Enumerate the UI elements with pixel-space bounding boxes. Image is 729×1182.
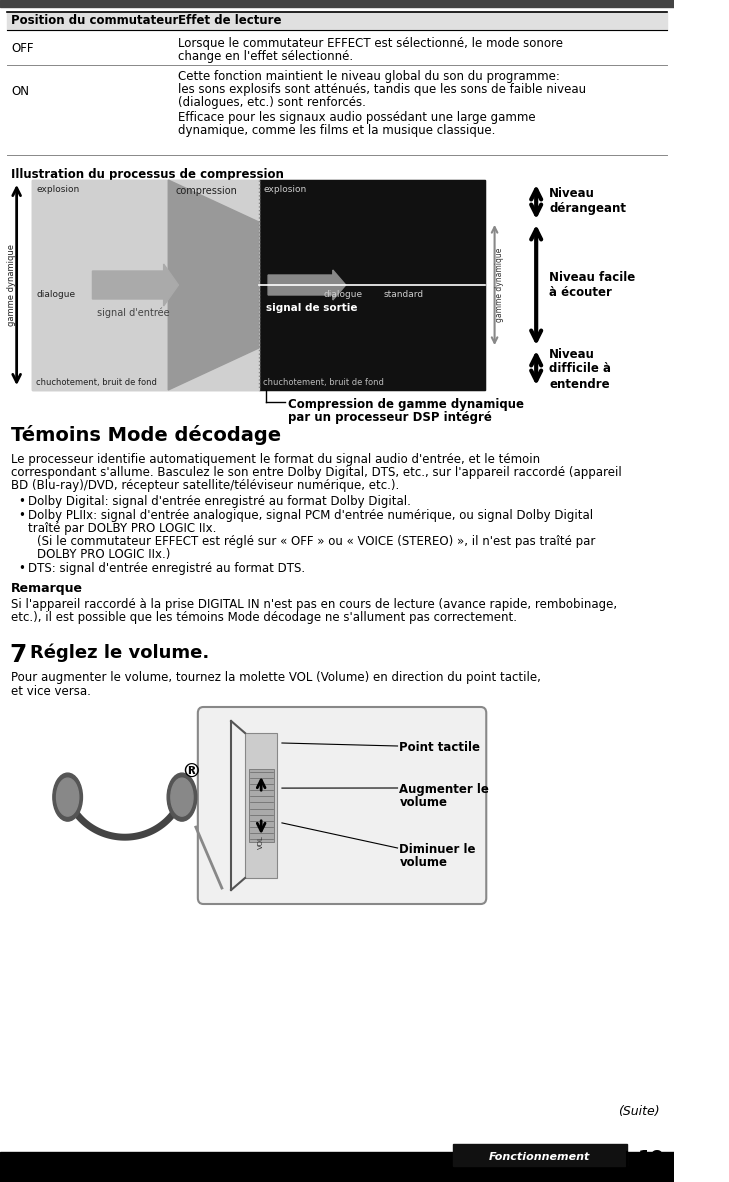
Text: Remarque: Remarque (11, 582, 83, 595)
Text: par un processeur DSP intégré: par un processeur DSP intégré (287, 411, 491, 424)
Text: correspondant s'allume. Basculez le son entre Dolby Digital, DTS, etc., sur l'ap: correspondant s'allume. Basculez le son … (11, 466, 622, 479)
Text: gamme dynamique: gamme dynamique (7, 243, 15, 326)
Text: FR: FR (656, 1152, 671, 1163)
Text: Point tactile: Point tactile (399, 741, 480, 754)
Text: Efficace pour les signaux audio possédant une large gamme: Efficace pour les signaux audio possédan… (179, 111, 536, 124)
Text: dialogue: dialogue (36, 290, 75, 299)
Text: Dolby Digital: signal d'entrée enregistré au format Dolby Digital.: Dolby Digital: signal d'entrée enregistr… (28, 495, 410, 508)
Bar (32, 180, 486, 390)
Text: Si l'appareil raccordé à la prise DIGITAL IN n'est pas en cours de lecture (avan: Si l'appareil raccordé à la prise DIGITA… (11, 598, 617, 611)
Text: •: • (18, 561, 26, 574)
Text: traîté par DOLBY PRO LOGIC IIx.: traîté par DOLBY PRO LOGIC IIx. (28, 522, 216, 535)
Text: standard: standard (383, 290, 424, 299)
Text: Niveau facile
à écouter: Niveau facile à écouter (549, 271, 636, 299)
Text: •: • (18, 495, 26, 508)
Text: Réglez le volume.: Réglez le volume. (30, 644, 208, 662)
Text: volume: volume (399, 795, 448, 808)
Ellipse shape (167, 773, 197, 821)
Bar (453, 1144, 627, 1165)
Text: Niveau
dérangeant: Niveau dérangeant (549, 187, 626, 215)
Text: les sons explosifs sont atténués, tandis que les sons de faible niveau: les sons explosifs sont atténués, tandis… (179, 83, 587, 96)
Text: explosion: explosion (36, 186, 79, 194)
Text: DOLBY PRO LOGIC IIx.): DOLBY PRO LOGIC IIx.) (37, 548, 171, 561)
Text: Pour augmenter le volume, tournez la molette VOL (Volume) en direction du point : Pour augmenter le volume, tournez la mol… (11, 671, 541, 684)
Text: Témoins Mode décodage: Témoins Mode décodage (11, 426, 281, 444)
Text: BD (Blu-ray)/DVD, récepteur satellite/téléviseur numérique, etc.).: BD (Blu-ray)/DVD, récepteur satellite/té… (11, 479, 399, 492)
Text: gamme dynamique: gamme dynamique (495, 248, 504, 323)
Text: DTS: signal d'entrée enregistré au format DTS.: DTS: signal d'entrée enregistré au forma… (28, 561, 305, 574)
Ellipse shape (57, 778, 79, 816)
Text: (dialogues, etc.) sont renforcés.: (dialogues, etc.) sont renforcés. (179, 96, 366, 109)
Text: Le processeur identifie automatiquement le format du signal audio d'entrée, et l: Le processeur identifie automatiquement … (11, 453, 540, 466)
Bar (245, 733, 277, 878)
Text: ON: ON (11, 85, 29, 98)
Text: explosion: explosion (263, 186, 307, 194)
Text: signal de sortie: signal de sortie (266, 303, 358, 313)
Text: 7: 7 (9, 643, 27, 667)
Polygon shape (168, 180, 259, 390)
Text: chuchotement, bruit de fond: chuchotement, bruit de fond (36, 378, 157, 387)
Ellipse shape (53, 773, 82, 821)
Bar (0, 1152, 674, 1182)
FancyArrow shape (268, 269, 346, 300)
Text: ®: ® (182, 762, 201, 781)
Text: VOL: VOL (258, 834, 264, 849)
Bar (7, 12, 666, 30)
Text: volume: volume (399, 856, 448, 869)
Text: 19: 19 (638, 1150, 665, 1169)
Text: OFF: OFF (11, 41, 34, 54)
Text: Compression de gamme dynamique: Compression de gamme dynamique (287, 398, 523, 411)
Text: Diminuer le: Diminuer le (399, 843, 476, 856)
Text: etc.), il est possible que les témoins Mode décodage ne s'allument pas correctem: etc.), il est possible que les témoins M… (11, 611, 517, 624)
Text: dynamique, comme les films et la musique classique.: dynamique, comme les films et la musique… (179, 124, 496, 137)
Text: compression: compression (176, 186, 238, 196)
Text: dialogue: dialogue (324, 290, 363, 299)
Text: Illustration du processus de compression: Illustration du processus de compression (11, 168, 284, 181)
Text: change en l'effet sélectionné.: change en l'effet sélectionné. (179, 50, 354, 63)
Text: Effet de lecture: Effet de lecture (179, 14, 282, 27)
Ellipse shape (171, 778, 193, 816)
Text: (Suite): (Suite) (618, 1105, 660, 1118)
Text: (Si le commutateur EFFECT est réglé sur « OFF » ou « VOICE (STEREO) », il n'est : (Si le commutateur EFFECT est réglé sur … (37, 535, 596, 548)
Text: Augmenter le: Augmenter le (399, 782, 489, 795)
Text: signal d'entrée: signal d'entrée (97, 307, 170, 318)
Text: Lorsque le commutateur EFFECT est sélectionné, le mode sonore: Lorsque le commutateur EFFECT est sélect… (179, 37, 564, 50)
Text: Position du commutateur: Position du commutateur (11, 14, 179, 27)
Text: Dolby PLIIx: signal d'entrée analogique, signal PCM d'entrée numérique, ou signa: Dolby PLIIx: signal d'entrée analogique,… (28, 509, 593, 522)
Bar (0, 0, 674, 7)
Text: Niveau
difficile à
entendre: Niveau difficile à entendre (549, 348, 611, 390)
Text: •: • (18, 509, 26, 522)
Bar (32, 180, 259, 390)
FancyBboxPatch shape (198, 707, 486, 904)
Text: chuchotement, bruit de fond: chuchotement, bruit de fond (263, 378, 384, 387)
Text: Fonctionnement: Fonctionnement (489, 1152, 590, 1162)
Bar (259, 180, 486, 390)
Bar (249, 769, 273, 842)
Text: Cette fonction maintient le niveau global du son du programme:: Cette fonction maintient le niveau globa… (179, 70, 561, 83)
Text: et vice versa.: et vice versa. (11, 686, 91, 699)
FancyArrow shape (93, 264, 179, 306)
